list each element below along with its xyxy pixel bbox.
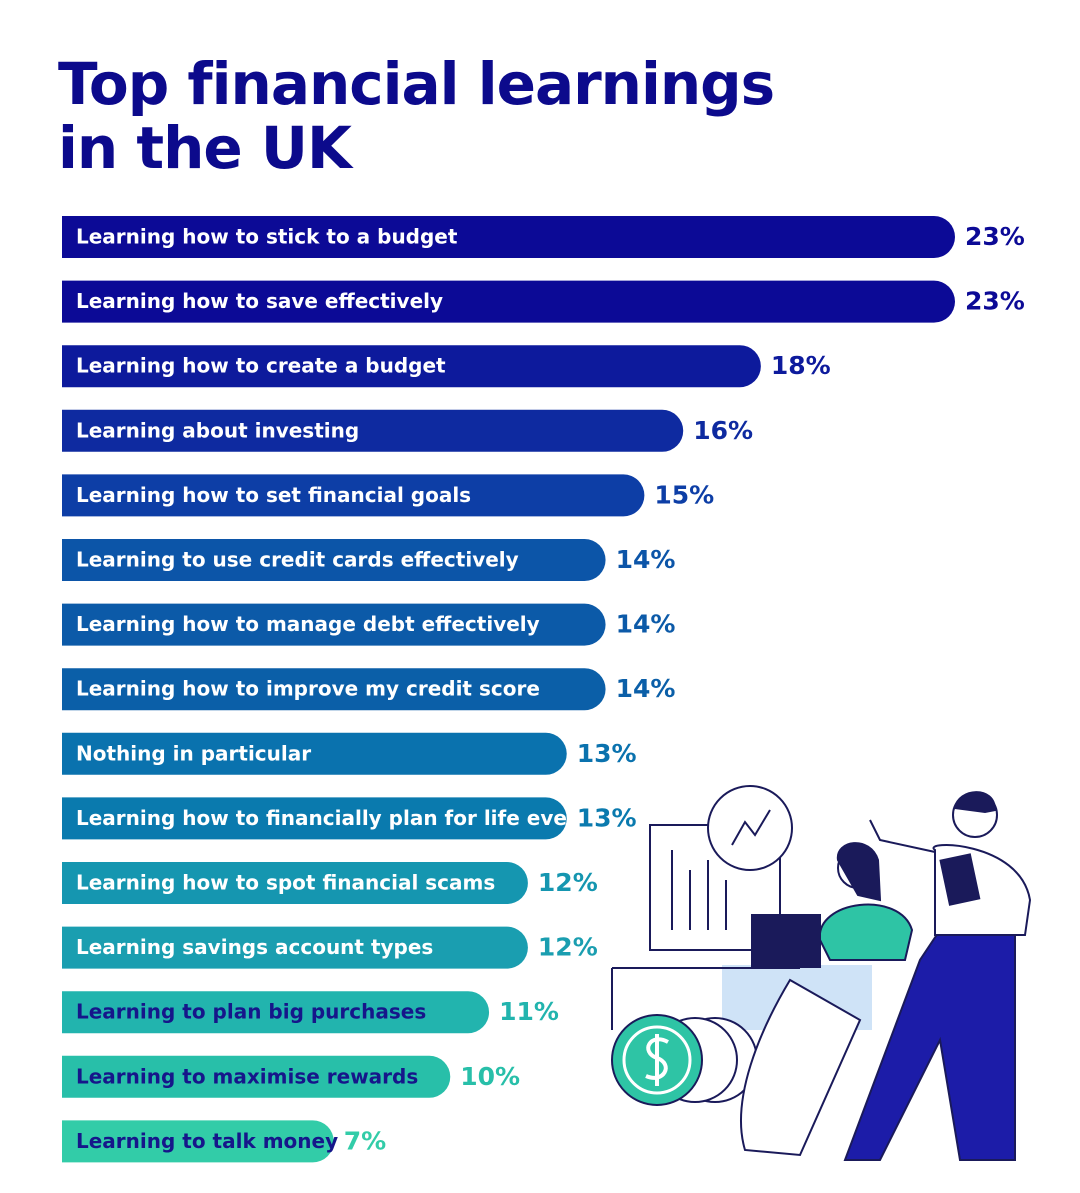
value-label: 12% bbox=[538, 868, 598, 897]
value-label: 14% bbox=[616, 610, 676, 639]
value-label: 15% bbox=[654, 480, 714, 509]
category-label: Learning savings account types bbox=[76, 935, 433, 959]
value-label: 14% bbox=[616, 545, 676, 574]
bar bbox=[62, 732, 567, 775]
bar bbox=[62, 539, 606, 581]
value-label: 13% bbox=[577, 739, 637, 768]
category-label: Learning how to financially plan for lif… bbox=[76, 806, 603, 830]
bar bbox=[62, 1055, 451, 1098]
category-label: Learning how to set financial goals bbox=[76, 483, 471, 507]
bar bbox=[62, 603, 606, 646]
value-label: 18% bbox=[771, 351, 831, 380]
category-label: Learning how to create a budget bbox=[76, 354, 446, 378]
category-label: Learning how to stick to a budget bbox=[76, 225, 458, 249]
category-label: Learning how to improve my credit score bbox=[76, 677, 540, 701]
value-label: 7% bbox=[344, 1126, 386, 1155]
bar bbox=[62, 216, 955, 258]
value-label: 10% bbox=[460, 1062, 520, 1091]
bar bbox=[62, 474, 645, 517]
bar bbox=[62, 345, 761, 388]
bar bbox=[62, 991, 490, 1034]
category-label: Learning how to spot financial scams bbox=[76, 871, 495, 895]
value-label: 16% bbox=[693, 416, 753, 445]
bar bbox=[62, 1120, 334, 1163]
value-label: 12% bbox=[538, 933, 598, 962]
value-label: 13% bbox=[577, 803, 637, 832]
category-label: Learning to plan big purchases bbox=[76, 1000, 426, 1024]
bar bbox=[62, 862, 528, 904]
value-label: 23% bbox=[965, 222, 1025, 251]
category-label: Learning to use credit cards effectively bbox=[76, 548, 519, 572]
bar bbox=[62, 797, 567, 840]
value-label: 23% bbox=[965, 287, 1025, 316]
bar bbox=[62, 409, 684, 452]
category-label: Learning to maximise rewards bbox=[76, 1064, 418, 1088]
value-label: 14% bbox=[616, 674, 676, 703]
category-label: Learning how to save effectively bbox=[76, 289, 443, 313]
bar bbox=[62, 280, 956, 323]
value-label: 11% bbox=[499, 997, 559, 1026]
category-label: Learning about investing bbox=[76, 418, 359, 442]
bar bbox=[62, 926, 528, 969]
category-label: Learning how to manage debt effectively bbox=[76, 612, 540, 636]
chart-title: Top financial learnings in the UK bbox=[58, 50, 775, 182]
illustration bbox=[611, 785, 1032, 1161]
bar bbox=[62, 668, 606, 711]
category-label: Learning to talk money bbox=[76, 1129, 338, 1153]
category-label: Nothing in particular bbox=[76, 741, 311, 765]
